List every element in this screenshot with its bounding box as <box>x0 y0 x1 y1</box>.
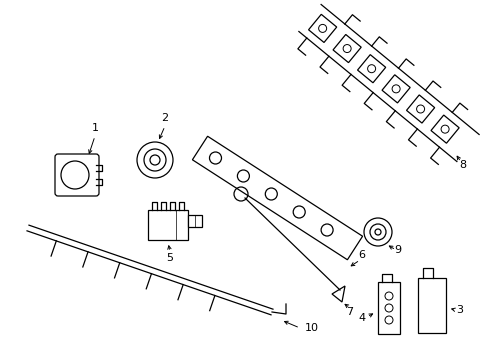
Circle shape <box>209 152 221 164</box>
Bar <box>417 278 445 333</box>
Text: 2: 2 <box>161 113 168 123</box>
Bar <box>148 210 187 240</box>
Circle shape <box>318 24 326 32</box>
Bar <box>377 282 399 334</box>
Text: 7: 7 <box>346 307 353 317</box>
Text: 8: 8 <box>459 160 466 170</box>
Text: 10: 10 <box>305 323 318 333</box>
Circle shape <box>137 142 173 178</box>
Text: 6: 6 <box>358 250 365 260</box>
Circle shape <box>363 218 391 246</box>
Bar <box>187 215 202 227</box>
Circle shape <box>61 161 89 189</box>
Circle shape <box>374 229 380 235</box>
Circle shape <box>343 45 350 53</box>
Circle shape <box>440 125 448 133</box>
Circle shape <box>265 188 277 200</box>
Circle shape <box>143 149 165 171</box>
Circle shape <box>293 206 305 218</box>
Text: 9: 9 <box>394 245 401 255</box>
Circle shape <box>234 187 247 201</box>
Circle shape <box>384 304 392 312</box>
Text: 5: 5 <box>166 253 173 263</box>
Text: 1: 1 <box>91 123 98 133</box>
FancyBboxPatch shape <box>55 154 99 196</box>
Text: 4: 4 <box>358 313 365 323</box>
Circle shape <box>321 224 332 236</box>
Circle shape <box>384 316 392 324</box>
Circle shape <box>384 292 392 300</box>
Circle shape <box>391 85 399 93</box>
Circle shape <box>369 224 385 240</box>
Text: 3: 3 <box>456 305 463 315</box>
Circle shape <box>367 65 375 73</box>
Circle shape <box>237 170 249 182</box>
Circle shape <box>150 155 160 165</box>
Circle shape <box>416 105 424 113</box>
